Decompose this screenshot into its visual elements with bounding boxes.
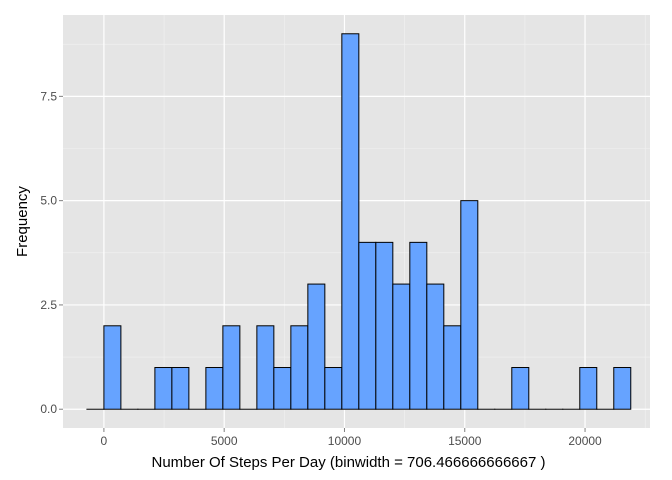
histogram-bar — [171, 367, 190, 410]
histogram-bar — [579, 367, 598, 410]
x-axis-ticks: 0 5000 10000 15000 20000 — [101, 428, 602, 448]
histogram-bar — [256, 325, 275, 410]
histogram-bar — [324, 367, 343, 410]
y-tick-label: 2.5 — [40, 298, 57, 312]
histogram-bar — [409, 241, 428, 410]
histogram-bar — [307, 283, 326, 410]
y-tick-label: 7.5 — [40, 89, 57, 103]
x-tick-label: 15000 — [448, 434, 482, 448]
histogram-bar — [222, 325, 241, 410]
x-tick-label: 5000 — [211, 434, 238, 448]
histogram-bars — [86, 33, 632, 410]
x-tick-label: 20000 — [568, 434, 602, 448]
histogram-bar — [154, 367, 173, 410]
histogram-bar — [273, 367, 292, 410]
y-axis-title: Frequency — [14, 186, 31, 257]
histogram-bar — [103, 325, 122, 410]
y-axis-ticks: 0.0 2.5 5.0 7.5 — [40, 89, 63, 416]
histogram-bar — [443, 325, 462, 410]
x-axis-title: Number Of Steps Per Day (binwidth = 706.… — [152, 454, 546, 471]
histogram-bar — [613, 367, 632, 410]
histogram-bar — [290, 325, 309, 410]
histogram-bar — [358, 241, 377, 410]
histogram-bar — [460, 200, 479, 410]
x-tick-label: 0 — [101, 434, 108, 448]
y-tick-label: 5.0 — [40, 194, 57, 208]
histogram-bar — [426, 283, 445, 410]
histogram-bar — [205, 367, 224, 410]
histogram-bar — [392, 283, 411, 410]
histogram-bar — [511, 367, 530, 410]
histogram-bar — [341, 33, 360, 410]
y-tick-label: 0.0 — [40, 402, 57, 416]
histogram-bar — [375, 241, 394, 410]
x-tick-label: 10000 — [328, 434, 362, 448]
